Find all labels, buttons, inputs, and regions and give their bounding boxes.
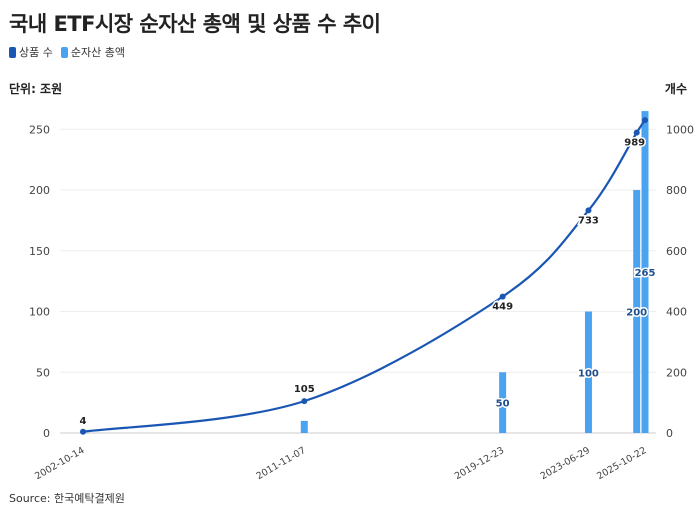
y-left-tick-label: 0 bbox=[43, 427, 50, 440]
y-left-tick-label: 150 bbox=[29, 245, 50, 258]
x-tick-label: 2011-11-07 bbox=[254, 445, 307, 482]
legend-swatch-assets bbox=[60, 46, 68, 58]
y-left-tick-label: 250 bbox=[29, 123, 50, 136]
bar bbox=[641, 111, 649, 434]
line-data-label: 4 bbox=[80, 416, 87, 427]
bar-data-label: 265 bbox=[635, 268, 656, 279]
legend-item-assets[interactable]: 순자산 총액 bbox=[60, 44, 125, 60]
y-left-tick-label: 100 bbox=[29, 306, 50, 319]
line-point bbox=[585, 207, 592, 214]
line-data-label: 733 bbox=[578, 215, 599, 226]
bar bbox=[584, 311, 592, 433]
bar-data-label: 200 bbox=[626, 308, 647, 319]
line-point bbox=[499, 293, 506, 300]
bar-data-label: 100 bbox=[578, 368, 599, 379]
line-point bbox=[633, 129, 640, 136]
x-tick-label: 2002-10-14 bbox=[33, 445, 86, 482]
legend-swatch-count bbox=[9, 46, 16, 58]
line-point bbox=[301, 398, 308, 405]
legend-item-count[interactable]: 상품 수 bbox=[9, 44, 53, 60]
line-point bbox=[642, 117, 648, 124]
x-tick-label: 2025-10-22 bbox=[595, 445, 648, 482]
y-left-tick-label: 200 bbox=[29, 184, 50, 197]
line-data-label: 449 bbox=[492, 302, 513, 313]
series-line-product-count bbox=[82, 119, 646, 433]
bar bbox=[499, 372, 507, 433]
y-right-tick-label: 400 bbox=[666, 306, 687, 319]
bar bbox=[633, 190, 641, 433]
legend-label-count: 상품 수 bbox=[19, 46, 53, 59]
line-data-label: 989 bbox=[624, 138, 645, 149]
chart-title: 국내 ETF시장 순자산 총액 및 상품 수 추이 bbox=[9, 12, 381, 36]
x-tick-label: 2019-12-23 bbox=[453, 445, 506, 482]
y-right-tick-label: 1000 bbox=[666, 123, 694, 136]
line-point bbox=[80, 428, 86, 435]
source-note: Source: 한국예탁결제원 bbox=[9, 492, 125, 505]
y-right-tick-label: 800 bbox=[666, 184, 687, 197]
y-right-tick-label: 200 bbox=[666, 366, 687, 379]
bar-data-label: 50 bbox=[496, 399, 510, 410]
y-right-tick-label: 0 bbox=[666, 427, 673, 440]
line-data-label: 105 bbox=[294, 384, 315, 395]
legend-label-assets: 순자산 총액 bbox=[70, 46, 125, 59]
left-axis-unit: 단위: 조원 bbox=[9, 82, 63, 96]
right-axis-unit: 개수 bbox=[664, 82, 687, 96]
legend: 상품 수 순자산 총액 bbox=[9, 44, 125, 60]
bar bbox=[300, 420, 308, 433]
y-right-tick-label: 600 bbox=[666, 245, 687, 258]
x-tick-label: 2023-06-29 bbox=[539, 445, 592, 482]
y-left-tick-label: 50 bbox=[36, 366, 50, 379]
